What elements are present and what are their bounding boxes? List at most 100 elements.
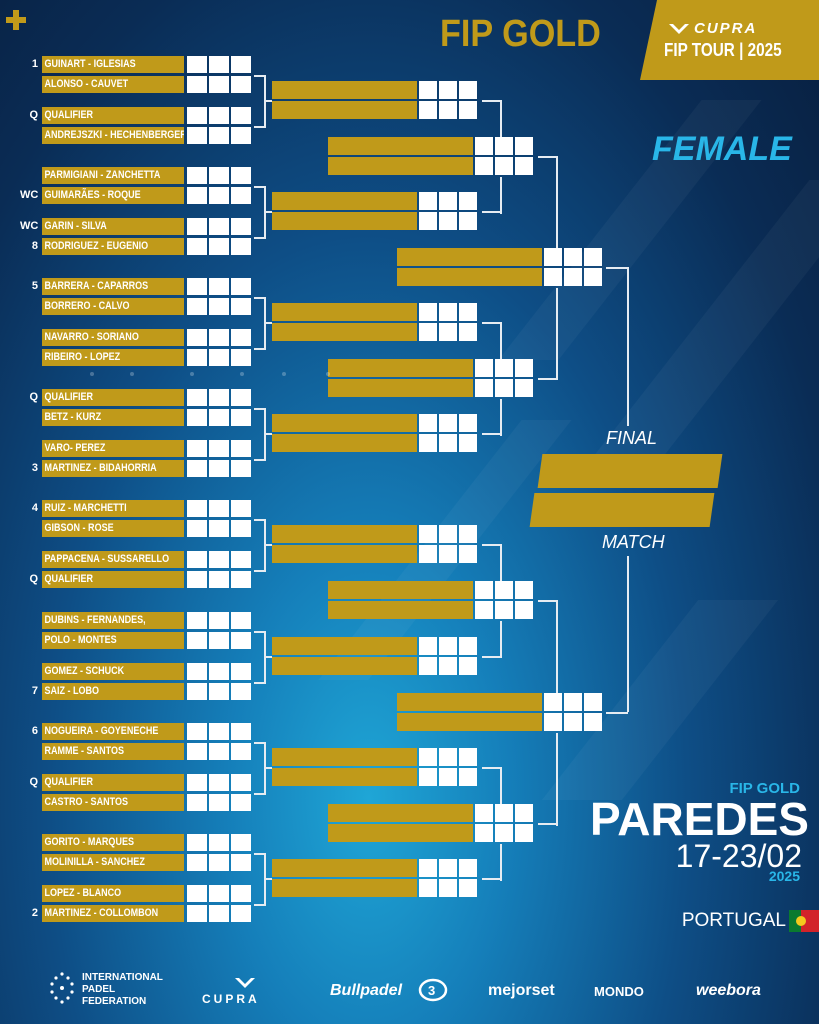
team-seed (20, 632, 38, 649)
team-row[interactable]: GARIN - SILVA (42, 218, 254, 235)
score-box (439, 212, 457, 230)
team-row[interactable]: QUALIFIER (42, 107, 254, 124)
team-row[interactable]: PAPPACENA - SUSSARELLO (42, 551, 254, 568)
score-box (209, 500, 229, 517)
score-box (459, 657, 477, 675)
team-row[interactable]: POLO - MONTES (42, 632, 254, 649)
score-box (231, 663, 251, 680)
bracket-line (254, 186, 264, 188)
score-box (515, 157, 533, 175)
slot-bar (272, 434, 417, 452)
score-box (459, 768, 477, 786)
score-box (231, 520, 251, 537)
score-box (419, 434, 437, 452)
round2-slot (272, 323, 477, 341)
score-box (419, 637, 437, 655)
team-row[interactable]: GUIMARÃES - ROQUE (42, 187, 254, 204)
team-row[interactable]: GIBSON - ROSE (42, 520, 254, 537)
team-row[interactable]: QUALIFIER (42, 774, 254, 791)
team-seed (20, 167, 38, 184)
team-row[interactable]: RIBEIRO - LOPEZ (42, 349, 254, 366)
decor-dot (326, 372, 330, 376)
team-row[interactable]: QUALIFIER (42, 389, 254, 406)
slot-bar (397, 693, 542, 711)
team-row[interactable]: CASTRO - SANTOS (42, 794, 254, 811)
score-box (209, 298, 229, 315)
team-row[interactable]: RODRIGUEZ - EUGENIO (42, 238, 254, 255)
team-row[interactable]: SAIZ - LOBO (42, 683, 254, 700)
team-row[interactable]: ANDREJSZKI - HECHENBERGER (42, 127, 254, 144)
team-row[interactable]: NAVARRO - SORIANO (42, 329, 254, 346)
bracket-line (482, 211, 500, 213)
team-seed: 7 (31, 685, 38, 697)
semifinal-slot (397, 248, 602, 266)
round2-slot (272, 434, 477, 452)
score-box (419, 545, 437, 563)
team-row[interactable]: ALONSO - CAUVET (42, 76, 254, 93)
score-box (187, 107, 207, 124)
team-row[interactable]: GUINART - IGLESIAS (42, 56, 254, 73)
score-box (231, 107, 251, 124)
team-name: RAMME - SANTOS (42, 743, 184, 760)
bracket-line (538, 156, 556, 158)
score-box (231, 632, 251, 649)
team-row[interactable]: VARO- PEREZ (42, 440, 254, 457)
bullpadel-logo-icon: 3 (418, 978, 448, 1002)
bracket-line (606, 712, 628, 714)
team-row[interactable]: MOLINILLA - SANCHEZ (42, 854, 254, 871)
team-row[interactable]: GORITO - MARQUES (42, 834, 254, 851)
score-box (419, 323, 437, 341)
bracket-line (556, 600, 558, 693)
slot-bar (328, 581, 473, 599)
team-seed (20, 794, 38, 811)
team-seed: Q (29, 573, 38, 585)
round3-slot (328, 601, 533, 619)
bracket-line (264, 433, 272, 435)
score-box (231, 743, 251, 760)
team-row[interactable]: LOPEZ - BLANCO (42, 885, 254, 902)
bracket-line (482, 878, 500, 880)
event-city: PAREDES (590, 793, 809, 845)
round2-slot (272, 212, 477, 230)
sponsor-mondo: MONDO (594, 984, 644, 999)
team-row[interactable]: BARRERA - CAPARROS (42, 278, 254, 295)
score-box (439, 525, 457, 543)
score-box (187, 854, 207, 871)
score-box (187, 218, 207, 235)
team-row[interactable]: MARTINEZ - BIDAHORRIA (42, 460, 254, 477)
score-box (187, 127, 207, 144)
semifinal-slot (397, 693, 602, 711)
team-row[interactable]: QUALIFIER (42, 571, 254, 588)
bracket-line (556, 156, 558, 248)
sponsor-fip-line: PADEL (82, 984, 116, 995)
team-row[interactable]: RUIZ - MARCHETTI (42, 500, 254, 517)
team-row[interactable]: NOGUEIRA - GOYENECHE (42, 723, 254, 740)
team-name: GUINART - IGLESIAS (42, 56, 184, 73)
team-row[interactable]: DUBINS - FERNANDES, (42, 612, 254, 629)
round2-slot (272, 748, 477, 766)
bracket-line (254, 348, 264, 350)
round2-slot (272, 414, 477, 432)
team-name: BETZ - KURZ (42, 409, 184, 426)
score-box (495, 379, 513, 397)
final-slot-top (537, 454, 723, 488)
team-row[interactable]: BETZ - KURZ (42, 409, 254, 426)
score-box (231, 298, 251, 315)
team-name: GIBSON - ROSE (42, 520, 184, 537)
score-box (495, 581, 513, 599)
score-box (544, 268, 562, 286)
score-box (209, 278, 229, 295)
score-box (564, 693, 582, 711)
bracket-line (254, 237, 264, 239)
bracket-line (254, 904, 264, 906)
score-box (515, 137, 533, 155)
score-box (439, 859, 457, 877)
team-row[interactable]: BORRERO - CALVO (42, 298, 254, 315)
score-box (439, 192, 457, 210)
score-box (231, 56, 251, 73)
team-row[interactable]: RAMME - SANTOS (42, 743, 254, 760)
score-box (544, 248, 562, 266)
team-row[interactable]: MARTINEZ - COLLOMBON (42, 905, 254, 922)
team-row[interactable]: PARMIGIANI - ZANCHETTA (42, 167, 254, 184)
team-row[interactable]: GOMEZ - SCHUCK (42, 663, 254, 680)
